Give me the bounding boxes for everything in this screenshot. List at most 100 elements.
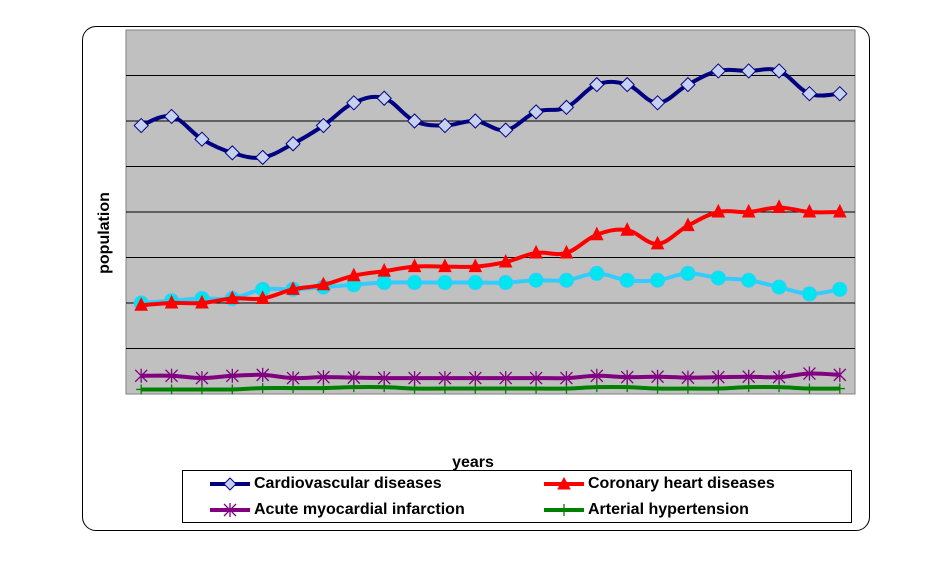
data-point xyxy=(620,222,634,236)
data-point xyxy=(680,265,696,281)
legend-swatch-acute-mi xyxy=(210,503,250,517)
data-point xyxy=(832,85,848,102)
data-point xyxy=(590,368,604,383)
data-point xyxy=(834,383,845,394)
legend-item-cardiovascular: Cardiovascular diseases xyxy=(210,473,442,495)
data-point xyxy=(620,370,634,385)
legend-label-acute-mi: Acute myocardial infarction xyxy=(254,501,465,518)
data-point xyxy=(590,226,604,241)
data-point xyxy=(528,104,544,120)
y-axis-label: population xyxy=(96,192,113,274)
data-point xyxy=(286,281,300,295)
data-point xyxy=(801,286,817,302)
legend-swatch-coronary xyxy=(544,476,584,490)
data-point xyxy=(591,382,602,393)
data-point xyxy=(619,272,635,288)
data-point xyxy=(650,272,666,288)
data-point xyxy=(407,275,423,291)
data-point xyxy=(649,95,666,111)
data-point xyxy=(409,383,420,394)
legend-swatch-hypertension xyxy=(544,504,584,516)
data-point xyxy=(561,383,572,394)
data-point xyxy=(165,368,179,383)
data-point xyxy=(529,371,543,386)
data-point xyxy=(650,235,665,250)
data-point xyxy=(438,371,452,386)
data-point xyxy=(772,370,786,385)
legend-label-coronary: Coronary heart diseases xyxy=(588,475,775,492)
data-point xyxy=(589,76,605,93)
data-point xyxy=(559,371,573,386)
data-point xyxy=(468,371,482,386)
data-point xyxy=(558,99,575,116)
data-point xyxy=(742,369,756,384)
data-point xyxy=(802,366,816,381)
data-point xyxy=(133,117,149,134)
data-point xyxy=(286,371,300,386)
legend: Cardiovascular diseases Coronary heart d… xyxy=(182,470,852,523)
series-4 xyxy=(136,382,845,395)
data-point xyxy=(166,384,177,395)
data-point xyxy=(710,63,727,79)
data-point xyxy=(619,76,635,93)
data-point xyxy=(558,272,574,288)
data-point xyxy=(376,275,392,291)
data-point xyxy=(195,371,209,386)
data-point xyxy=(651,369,665,384)
data-point xyxy=(529,244,543,259)
series-0 xyxy=(133,63,848,166)
data-point xyxy=(196,384,207,395)
data-point xyxy=(315,117,332,134)
data-point xyxy=(741,203,756,218)
data-point xyxy=(710,270,726,286)
series-3 xyxy=(134,366,847,386)
legend-item-hypertension: Arterial hypertension xyxy=(544,499,749,521)
data-point xyxy=(439,383,450,394)
data-point xyxy=(225,368,239,383)
data-point xyxy=(347,370,361,385)
data-point xyxy=(833,367,847,382)
data-point xyxy=(498,275,514,291)
data-point xyxy=(740,63,757,79)
data-point xyxy=(257,383,268,394)
data-point xyxy=(438,258,452,273)
data-point xyxy=(833,203,847,218)
data-point xyxy=(531,383,542,394)
data-point xyxy=(772,199,786,213)
data-point xyxy=(589,265,605,281)
legend-item-coronary: Coronary heart diseases xyxy=(544,473,775,495)
data-point xyxy=(680,76,696,93)
legend-item-acute-mi: Acute myocardial infarction xyxy=(210,499,465,521)
data-point xyxy=(801,85,818,102)
data-point xyxy=(224,145,241,161)
data-point xyxy=(681,370,695,385)
data-point xyxy=(194,131,210,147)
data-point xyxy=(832,281,848,297)
x-axis-label: years xyxy=(452,454,494,471)
data-point xyxy=(682,383,693,394)
data-point xyxy=(255,290,270,304)
data-point xyxy=(136,384,147,395)
legend-label-hypertension: Arterial hypertension xyxy=(588,501,749,518)
data-point xyxy=(681,217,695,232)
data-point xyxy=(254,149,271,166)
data-point xyxy=(316,370,330,385)
data-point xyxy=(316,276,331,291)
data-point xyxy=(498,253,513,268)
data-point xyxy=(528,272,544,288)
data-point xyxy=(468,258,483,273)
legend-swatch-cardiovascular xyxy=(210,477,250,491)
series-line-3 xyxy=(141,371,840,381)
data-point xyxy=(804,383,815,394)
data-point xyxy=(195,294,209,309)
data-point xyxy=(346,95,362,111)
series-line-4 xyxy=(141,384,840,392)
data-point xyxy=(134,297,148,311)
data-point xyxy=(741,272,757,288)
data-point xyxy=(713,383,724,394)
data-point xyxy=(500,383,511,394)
data-point xyxy=(285,136,301,152)
data-point xyxy=(802,203,817,218)
data-point xyxy=(652,383,663,394)
